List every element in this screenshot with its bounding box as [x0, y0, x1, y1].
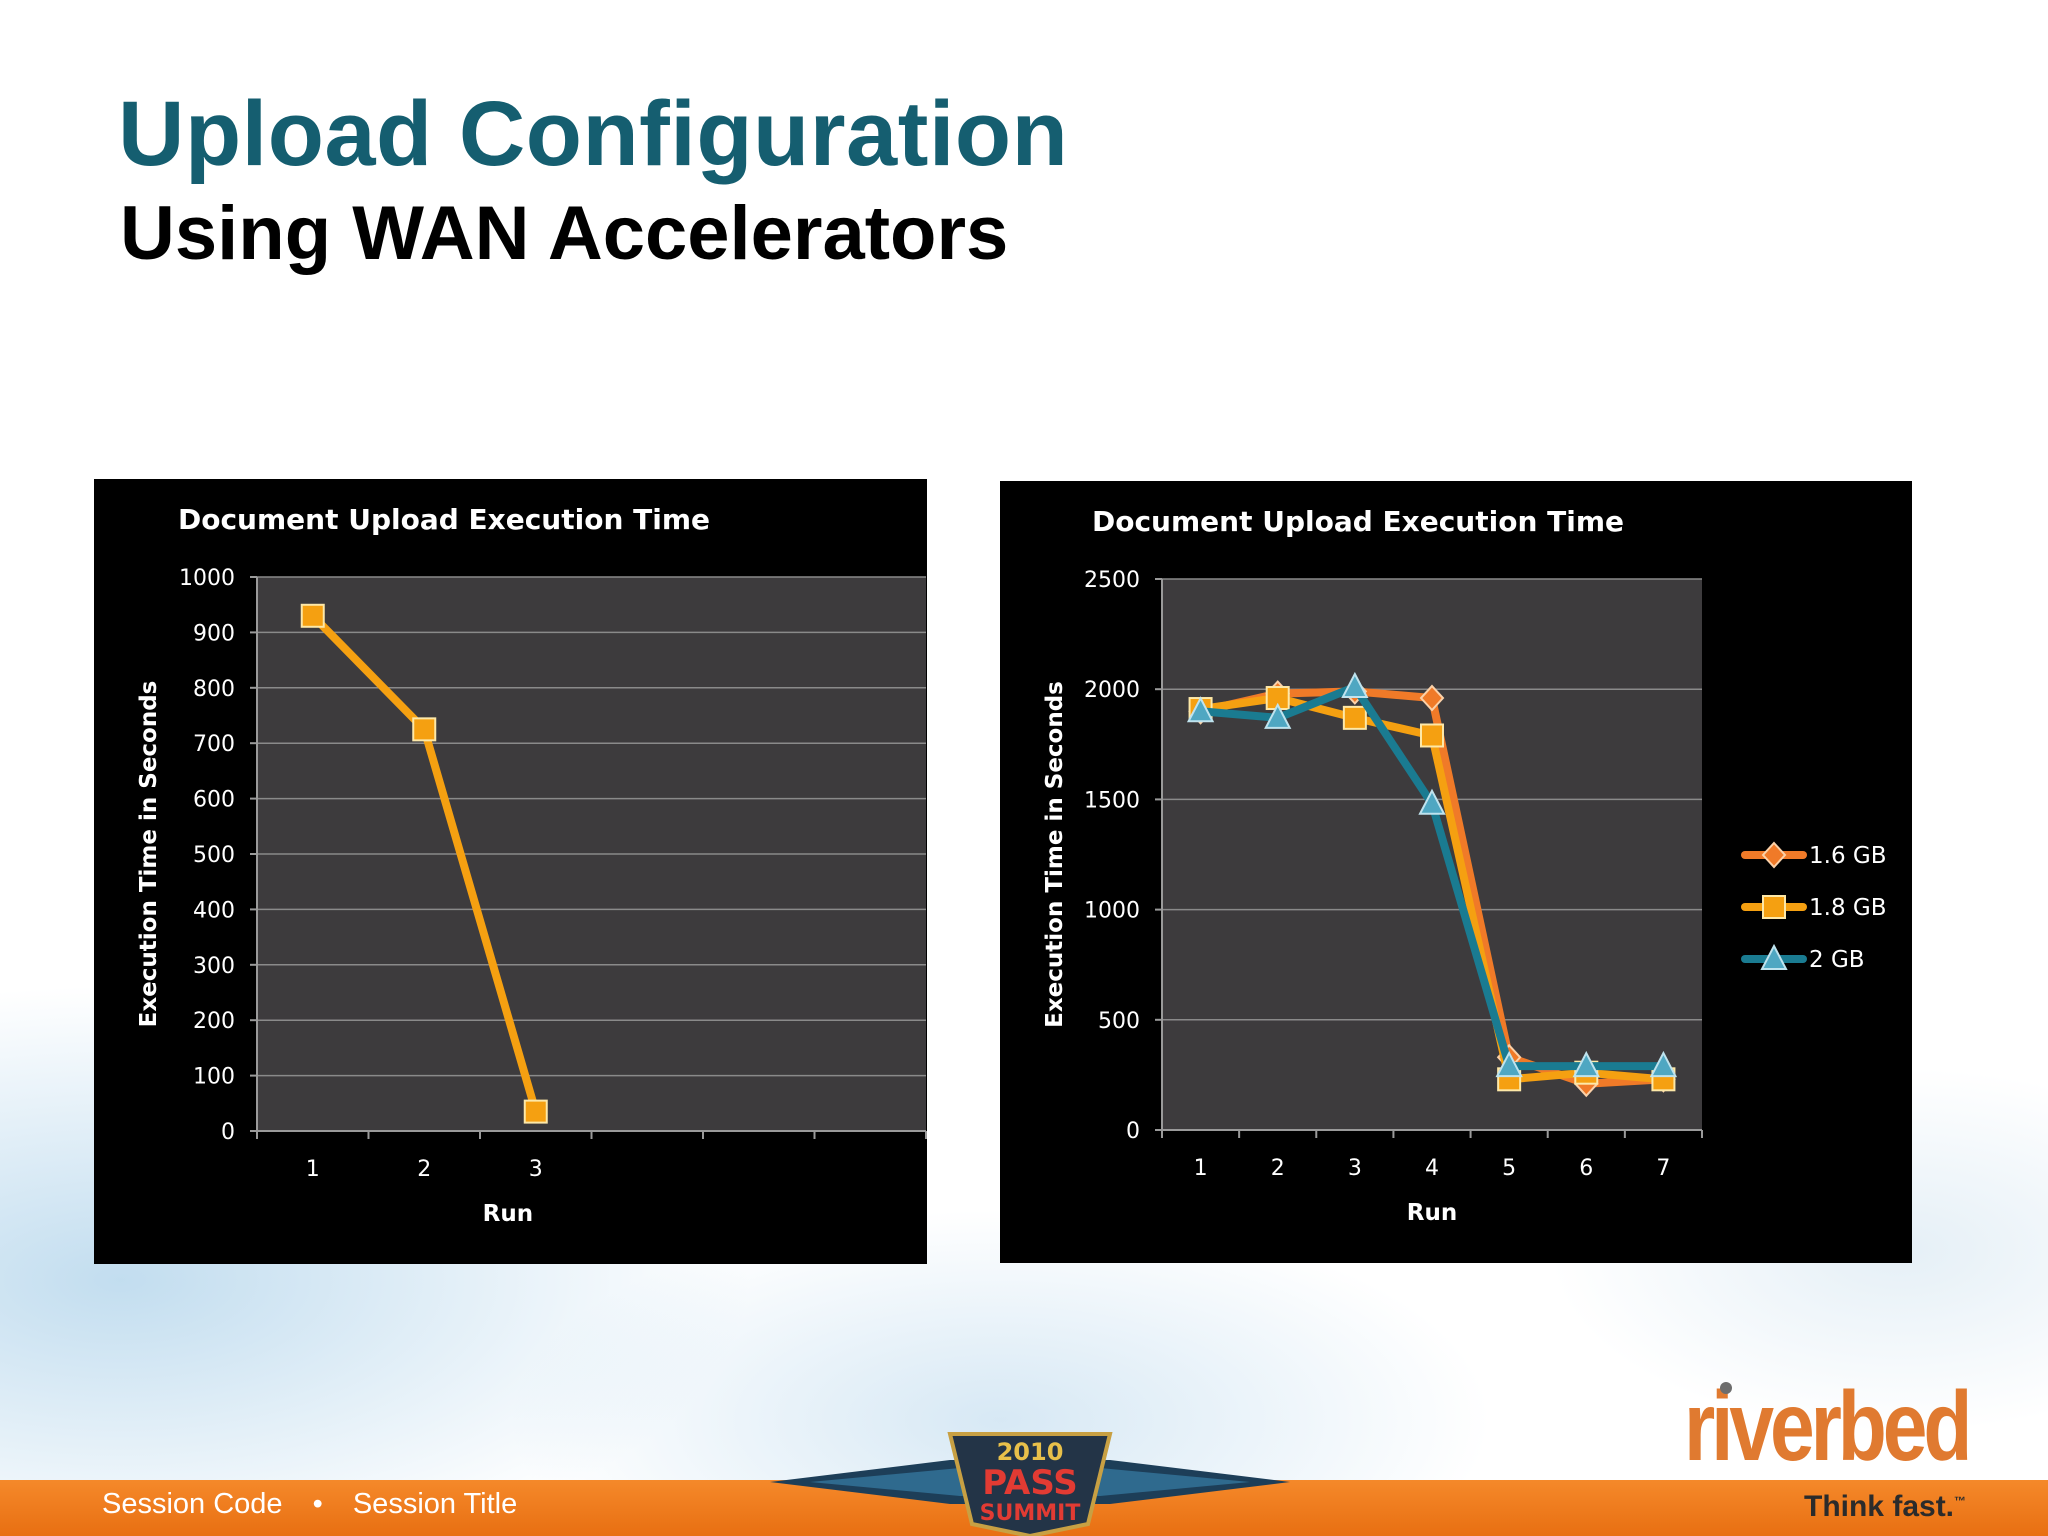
chart-right-legend-label: 2 GB [1809, 947, 1865, 973]
chart-left: Document Upload Execution Time 0 100 200 300… [94, 479, 927, 1264]
chart-right-data-point [1649, 1050, 1678, 1078]
chart-right-data-point [1341, 671, 1369, 698]
chart-left-data-point [412, 717, 437, 742]
chart-right-y-tick-label: 500 [1098, 1009, 1140, 1034]
chart-left-y-tick-label: 200 [193, 1009, 235, 1034]
chart-left-y-tick-label: 700 [193, 732, 235, 757]
chart-right-data-point [1419, 684, 1445, 712]
chart-right-svg: Document Upload Execution Time0500100015… [1042, 505, 1887, 1226]
brand-name: riverbed [1684, 1371, 1972, 1481]
chart-right-y-tick-label: 0 [1126, 1119, 1140, 1144]
logo-summit: SUMMIT [980, 1501, 1081, 1526]
footer-session-title: Session Title [352, 1488, 518, 1520]
chart-right-plot-area [1162, 579, 1702, 1130]
chart-left-y-tick-label: 0 [221, 1120, 235, 1145]
chart-right-legend-marker [1761, 841, 1787, 869]
chart-left-data-point [300, 603, 325, 628]
chart-left-y-tick-label: 1000 [179, 566, 235, 591]
chart-left-y-axis-label: Execution Time in Seconds [136, 681, 162, 1028]
chart-right-x-tick-label: 7 [1656, 1156, 1670, 1181]
chart-right-data-point [1495, 1050, 1523, 1078]
chart-right-y-tick-label: 1500 [1084, 788, 1140, 813]
logo-pass: PASS [982, 1463, 1078, 1503]
slide-title: Upload Configuration [118, 83, 1069, 185]
chart-left-data-point [523, 1099, 548, 1124]
chart-right-series-2 [1186, 671, 1678, 1078]
chart-right-x-axis-label: Run [1407, 1200, 1457, 1226]
slide-subtitle: Using WAN Accelerators [120, 191, 1009, 276]
logo-year: 2010 [997, 1438, 1064, 1466]
chart-right-legend-marker [1762, 895, 1786, 919]
chart-right-data-point [1418, 788, 1446, 815]
chart-left-x-tick-label: 1 [306, 1157, 320, 1182]
chart-right-x-tick-label: 6 [1579, 1156, 1593, 1181]
brand-tagline: Think fast.™ [1804, 1490, 1966, 1524]
chart-right-data-point [1264, 702, 1292, 729]
chart-right-data-point [1342, 705, 1367, 730]
brand-trademark: ™ [1954, 1494, 1967, 1508]
chart-right-x-tick-label: 4 [1425, 1156, 1439, 1181]
chart-right: Document Upload Execution Time 0 500 1000 15… [1000, 481, 1912, 1263]
chart-left-y-tick-label: 100 [193, 1065, 235, 1090]
chart-right-legend-label: 1.8 GB [1809, 895, 1887, 921]
footer-session-code: Session Code [102, 1488, 283, 1520]
chart-left-series-0 [300, 603, 548, 1124]
chart-left-title: Document Upload Execution Time [178, 503, 710, 536]
chart-left-y-tick-label: 400 [193, 898, 235, 923]
chart-right-title: Document Upload Execution Time [1092, 505, 1624, 538]
brand-dot [1720, 1382, 1732, 1394]
chart-right-x-tick-label: 5 [1502, 1156, 1516, 1181]
chart-right-y-tick-label: 2000 [1084, 678, 1140, 703]
chart-left-x-tick-label: 2 [417, 1157, 431, 1182]
chart-left-svg: Document Upload Execution Time 0 100 200 300… [136, 503, 927, 1227]
logo-shield [947, 1432, 1113, 1536]
riverbed-logo: riverbed Think fast.™ [1670, 1370, 2000, 1523]
chart-right-legend-marker [1760, 943, 1788, 970]
chart-right-x-tick-label: 1 [1194, 1156, 1208, 1181]
footer-separator: • [312, 1488, 323, 1520]
chart-right-data-point [1572, 1050, 1600, 1078]
chart-left-x-axis-label: Run [483, 1201, 533, 1227]
pass-summit-logo: 2010 PASS SUMMIT [770, 1432, 1290, 1536]
chart-right-y-axis-label: Execution Time in Seconds [1042, 681, 1068, 1028]
chart-right-data-point [1186, 696, 1215, 723]
chart-left-y-tick-label: 500 [193, 843, 235, 868]
chart-right-y-tick-label: 2500 [1084, 568, 1140, 593]
brand-tagline-text: Think fast. [1804, 1490, 1955, 1523]
chart-right-x-tick-label: 3 [1348, 1156, 1362, 1181]
chart-left-y-tick-label: 300 [193, 954, 235, 979]
footer-session-info: Session Code • Session Title [102, 1488, 517, 1521]
chart-left-y-tick-label: 600 [193, 788, 235, 813]
chart-right-x-tick-label: 2 [1271, 1156, 1285, 1181]
chart-right-data-point [1420, 723, 1444, 748]
chart-right-legend-label: 1.6 GB [1809, 843, 1887, 869]
chart-left-y-tick-label: 900 [193, 621, 235, 646]
chart-left-y-tick-label: 800 [193, 677, 235, 702]
chart-left-x-tick-label: 3 [529, 1157, 543, 1182]
chart-right-y-tick-label: 1000 [1084, 899, 1140, 924]
